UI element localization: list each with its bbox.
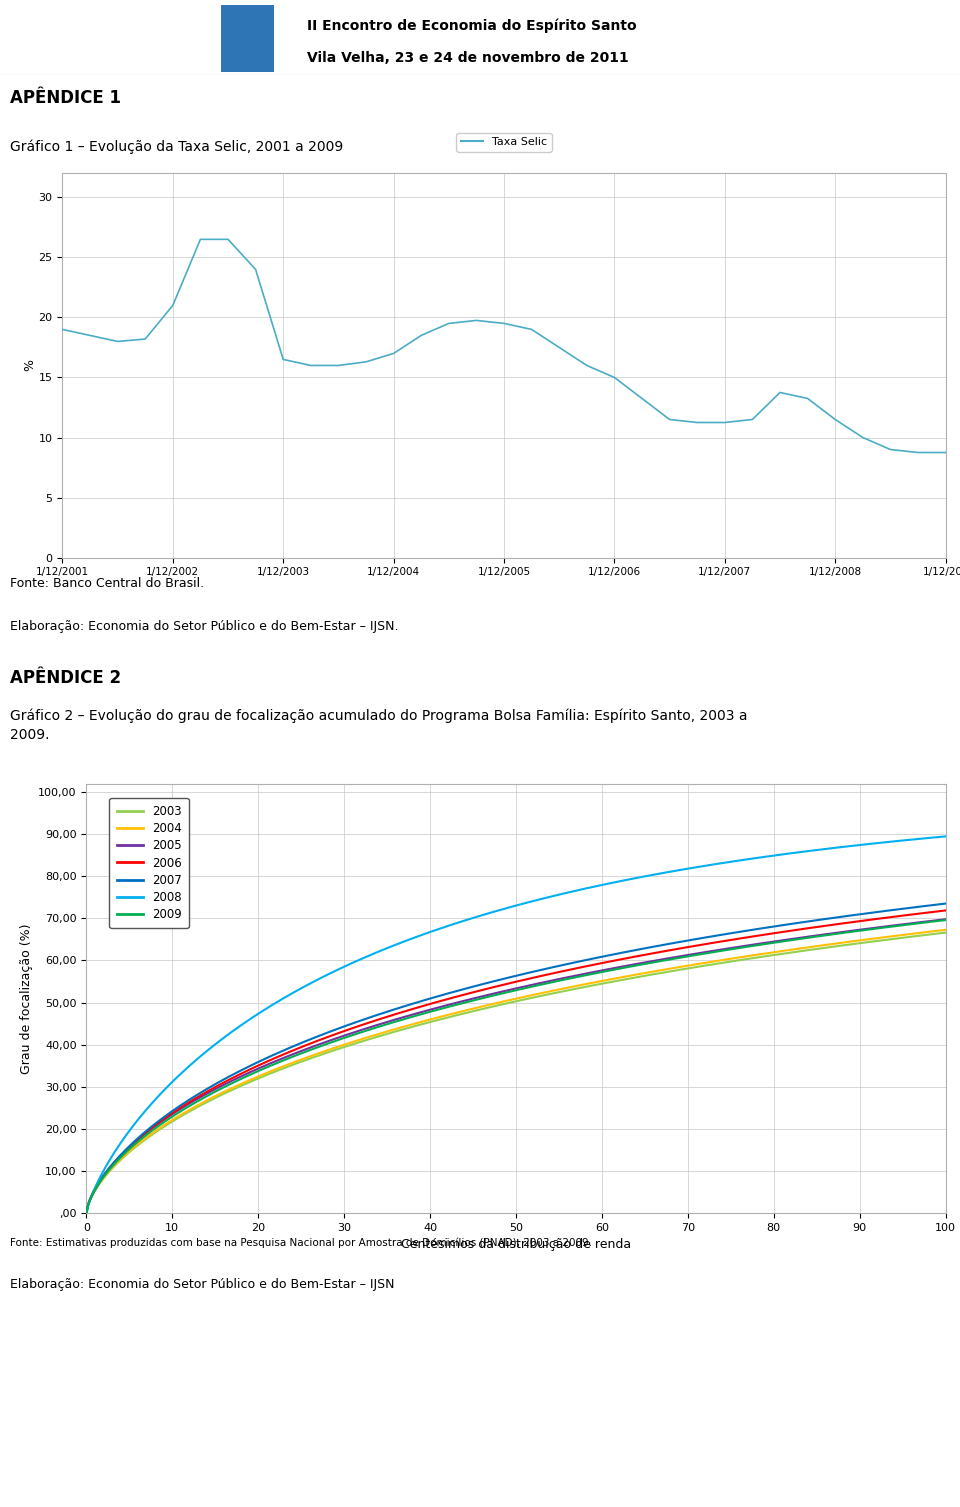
Text: Fonte: Banco Central do Brasil.: Fonte: Banco Central do Brasil. [10,577,204,591]
Text: Gráfico 1 – Evolução da Taxa Selic, 2001 a 2009: Gráfico 1 – Evolução da Taxa Selic, 2001… [10,140,343,154]
Y-axis label: Grau de focalização (%): Grau de focalização (%) [19,924,33,1073]
Text: Fonte: Estimativas produzidas com base na Pesquisa Nacional por Amostra de Domic: Fonte: Estimativas produzidas com base n… [10,1237,591,1248]
Text: APÊNDICE 2: APÊNDICE 2 [10,669,121,687]
Text: Vila Velha, 23 e 24 de novembro de 2011: Vila Velha, 23 e 24 de novembro de 2011 [307,51,629,65]
Legend: 2003, 2004, 2005, 2006, 2007, 2008, 2009: 2003, 2004, 2005, 2006, 2007, 2008, 2009 [109,799,189,928]
Text: Elaboração: Economia do Setor Público e do Bem-Estar – IJSN: Elaboração: Economia do Setor Público e … [10,1278,395,1291]
FancyBboxPatch shape [221,5,274,72]
Text: Gráfico 2 – Evolução do grau de focalização acumulado do Programa Bolsa Família:: Gráfico 2 – Evolução do grau de focaliza… [10,708,747,743]
Text: II Encontro de Economia do Espírito Santo: II Encontro de Economia do Espírito Sant… [307,20,636,33]
Y-axis label: %: % [23,360,36,371]
X-axis label: Centésimos da distribuição de renda: Centésimos da distribuição de renda [401,1239,631,1251]
Text: Elaboração: Economia do Setor Público e do Bem-Estar – IJSN.: Elaboração: Economia do Setor Público e … [10,619,398,633]
Legend: Taxa Selic: Taxa Selic [456,133,552,152]
Text: APÊNDICE 1: APÊNDICE 1 [10,89,121,107]
